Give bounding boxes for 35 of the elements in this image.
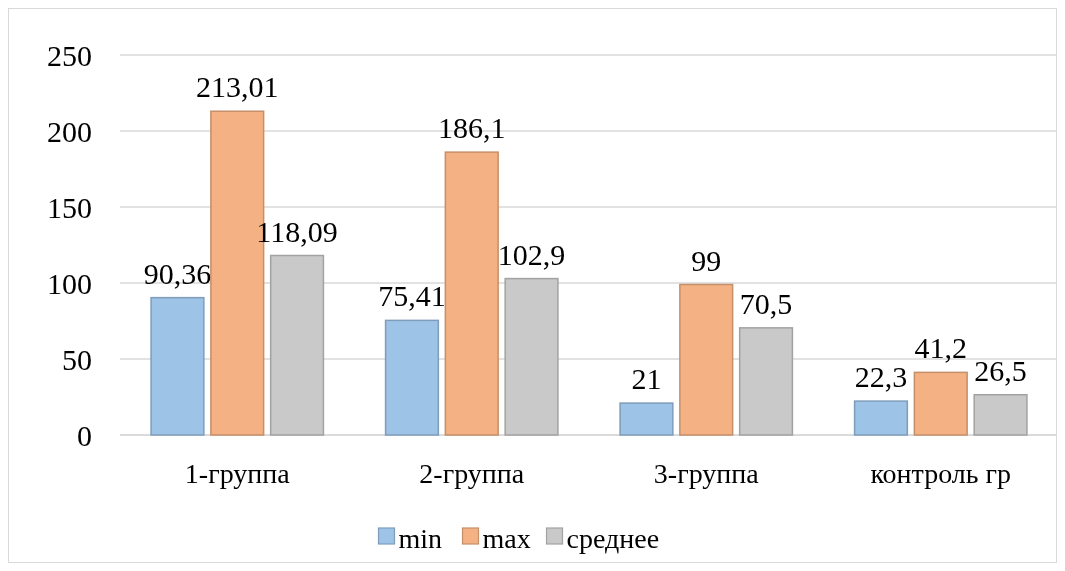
x-tick-label: контроль гр [870,458,1012,489]
bar [738,327,794,436]
data-label: 213,01 [196,70,279,104]
legend-label: max [482,522,531,554]
data-label: 90,36 [143,256,212,290]
y-tick-label: 0 [77,418,92,452]
y-tick-label: 250 [47,38,92,72]
data-label: 22,3 [854,360,908,394]
bar [973,393,1028,436]
y-tick-label: 100 [47,266,92,300]
data-label: 186,1 [438,111,506,145]
bar [444,151,499,436]
bar [913,371,968,436]
bar [619,402,674,436]
bar [853,400,909,436]
data-label: 70,5 [739,286,793,320]
legend-label: среднее [566,522,660,554]
x-tick-label: 3-группа [653,458,760,489]
data-label: 75,41 [378,279,446,313]
bar [269,254,325,436]
bar [384,319,440,436]
data-label: 99 [691,243,722,277]
data-label: 26,5 [974,353,1027,387]
data-label: 21 [631,362,662,396]
bar [504,277,559,436]
y-tick-label: 200 [47,114,92,148]
y-tick-label: 150 [47,190,92,224]
bar [679,283,734,436]
data-label: 102,9 [497,237,566,271]
y-tick-label: 50 [62,342,92,376]
data-label: 41,2 [914,331,967,365]
x-tick-label: 1-группа [184,458,291,489]
x-tick-label: 2-группа [419,458,525,489]
legend-label: min [398,522,443,554]
bar [150,296,205,436]
